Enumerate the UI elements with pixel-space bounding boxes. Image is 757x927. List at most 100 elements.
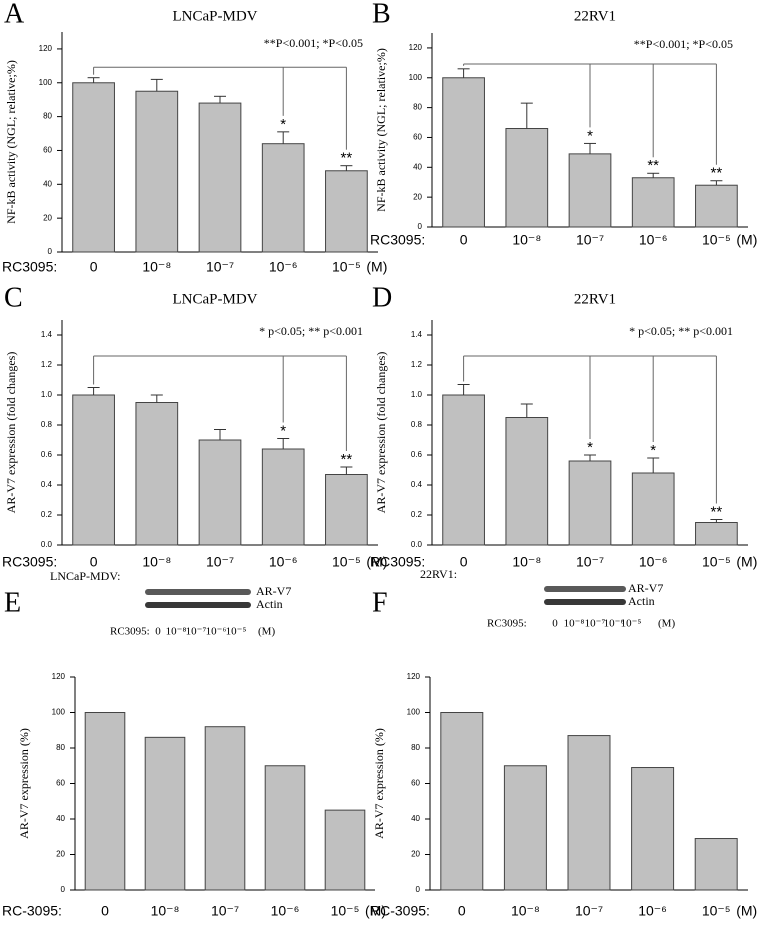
x-tick-label: 10⁻⁷	[576, 232, 604, 248]
y-axis-label: AR-V7 expression (%)	[17, 728, 31, 839]
lane-label: 0	[552, 618, 558, 630]
y-tick-label: 20	[413, 192, 422, 201]
x-unit: (M)	[736, 554, 757, 570]
y-tick-label: 60	[411, 779, 420, 788]
significance-star: **	[711, 165, 723, 182]
bar	[694, 838, 738, 891]
x-tick-label: 10⁻⁸	[512, 554, 541, 570]
lane-label: 0	[155, 626, 161, 638]
bar	[261, 143, 305, 253]
x-tick-label: 10⁻⁸	[151, 903, 180, 919]
bar	[695, 184, 738, 228]
y-tick-label: 1.2	[411, 360, 423, 369]
y-tick-label: 0.4	[411, 480, 423, 489]
y-tick-label: 0.2	[41, 510, 53, 519]
y-tick-label: 100	[409, 73, 423, 82]
panel-title: LNCaP-MDV	[173, 8, 258, 24]
x-tick-label: 10⁻⁵	[332, 259, 361, 275]
x-axis-label: RC3095:	[2, 259, 57, 275]
blot-band	[544, 586, 626, 592]
blot-band	[145, 589, 251, 595]
x-axis-label: RC3095:	[2, 554, 57, 570]
bar	[442, 77, 485, 228]
bar	[440, 712, 484, 891]
significance-star: *	[587, 127, 593, 144]
y-tick-label: 60	[43, 146, 52, 155]
x-tick-label: 10⁻⁶	[639, 554, 668, 570]
blot-x-label: RC3095:	[110, 626, 150, 638]
bar	[505, 417, 549, 546]
y-tick-label: 80	[56, 743, 65, 752]
lane-label: 10⁻⁶	[206, 626, 227, 638]
bar	[505, 128, 549, 228]
bar	[503, 765, 547, 891]
y-tick-label: 20	[43, 213, 52, 222]
significance-star: **	[341, 150, 353, 167]
y-tick-label: 120	[52, 672, 66, 681]
y-tick-label: 60	[56, 779, 65, 788]
band-label: Actin	[628, 594, 655, 608]
x-axis-label: RC3095:	[370, 232, 425, 248]
y-axis-label: AR-V7 expression (%)	[372, 728, 386, 839]
y-tick-label: 0.8	[41, 420, 53, 429]
y-tick-label: 60	[413, 133, 422, 142]
significance-star: **	[341, 451, 353, 468]
x-tick-label: 10⁻⁷	[576, 554, 604, 570]
panel-letter: F	[372, 587, 388, 618]
bar	[72, 394, 115, 546]
panel-letter: A	[4, 0, 25, 29]
x-unit: (M)	[365, 903, 386, 919]
x-tick-label: 0	[458, 903, 466, 919]
x-tick-label: 10⁻⁵	[702, 232, 731, 248]
y-tick-label: 0.6	[41, 450, 53, 459]
lane-label: 10⁻⁵	[621, 618, 642, 630]
x-axis-label: RC-3095:	[370, 903, 430, 919]
panel-title: LNCaP-MDV	[173, 291, 258, 307]
bar	[325, 170, 368, 253]
lane-label: 10⁻⁸	[166, 626, 187, 638]
panel-letter: B	[372, 0, 391, 29]
significance-star: *	[280, 422, 286, 439]
y-tick-label: 0	[418, 222, 423, 231]
bar	[695, 522, 738, 546]
y-axis-label: NF-kB activity (NGL; relative;%)	[4, 60, 18, 224]
significance-star: *	[650, 442, 656, 459]
x-tick-label: 10⁻⁵	[332, 554, 361, 570]
band-label: AR-V7	[256, 584, 291, 598]
x-tick-label: 0	[460, 554, 468, 570]
blot-label: LNCaP-MDV:	[50, 569, 120, 583]
bar	[324, 809, 366, 891]
lane-label: 10⁻⁸	[564, 618, 585, 630]
x-tick-label: 10⁻⁶	[271, 903, 300, 919]
y-tick-label: 40	[56, 814, 65, 823]
y-tick-label: 1.0	[411, 390, 423, 399]
blot-unit: (M)	[258, 626, 275, 638]
significance-star: *	[587, 439, 593, 456]
x-tick-label: 10⁻⁵	[702, 554, 731, 570]
x-tick-label: 10⁻⁷	[206, 259, 234, 275]
panel-letter: E	[4, 587, 21, 618]
panel-letter: C	[4, 282, 23, 313]
y-tick-label: 1.0	[41, 390, 53, 399]
bar	[135, 90, 179, 253]
x-tick-label: 10⁻⁸	[142, 259, 171, 275]
y-tick-label: 20	[56, 850, 65, 859]
x-tick-label: 0	[460, 232, 468, 248]
y-tick-label: 0.8	[411, 420, 423, 429]
x-unit: (M)	[736, 903, 757, 919]
panel-letter: D	[372, 282, 392, 313]
y-tick-label: 1.2	[41, 360, 53, 369]
band-label: Actin	[256, 597, 283, 611]
y-tick-label: 40	[411, 814, 420, 823]
x-tick-label: 0	[90, 259, 98, 275]
x-tick-label: 10⁻⁸	[142, 554, 171, 570]
lane-label: 10⁻⁷	[585, 618, 606, 630]
bar	[567, 735, 611, 891]
significance-star: **	[711, 503, 723, 520]
bar	[442, 394, 485, 546]
significance-note: **P<0.001; *P<0.05	[264, 36, 363, 50]
y-tick-label: 120	[409, 43, 423, 52]
y-tick-label: 0.0	[411, 540, 423, 549]
y-tick-label: 100	[407, 708, 421, 717]
